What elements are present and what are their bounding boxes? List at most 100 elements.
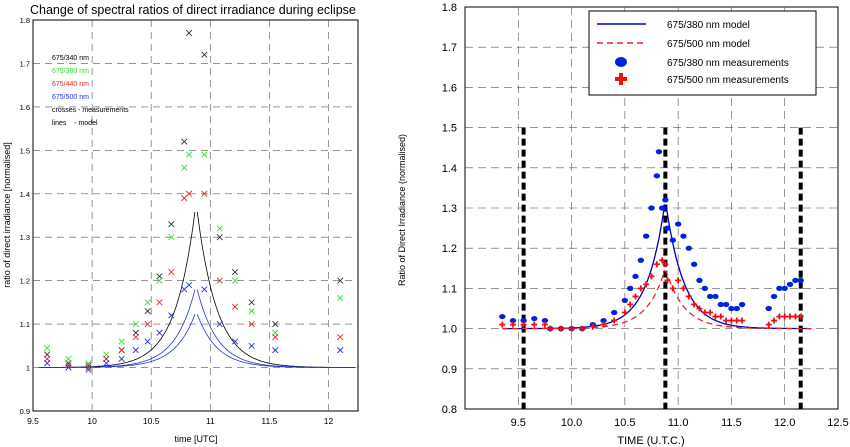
left-y-tick-label: 1.8	[20, 16, 30, 25]
right-y-tick-label: 1.7	[442, 42, 457, 54]
left-cross-mark	[248, 320, 255, 328]
right-plus-mark	[589, 323, 596, 330]
right-plus-mark	[627, 301, 634, 308]
left-x-tick-label: 10.5	[143, 416, 160, 426]
right-x-tick-label: 10.0	[561, 417, 582, 429]
left-cross-mark	[201, 190, 208, 197]
left-cross-mark	[216, 320, 223, 328]
left-y-tick-label: 1.5	[20, 146, 30, 155]
left-cross-mark	[85, 364, 92, 371]
left-cross-mark	[248, 307, 255, 315]
left-cross-mark	[144, 307, 151, 315]
right-plus-mark	[787, 313, 794, 320]
right-legend-label-500-meas: 675/500 nm measurements	[667, 75, 789, 86]
left-chart: Change of spectral ratios of direct irra…	[2, 3, 359, 444]
right-y-tick-label: 0.9	[442, 364, 457, 376]
left-cross-mark	[144, 320, 151, 328]
right-dot-mark	[611, 309, 618, 316]
left-cross-mark	[103, 360, 110, 367]
right-dot-mark	[701, 285, 708, 291]
left-legend-entry-380: 675/380 nm	[52, 68, 89, 75]
right-legend-label-380-meas: 675/380 nm measurements	[667, 58, 789, 69]
right-dot-mark	[706, 293, 714, 300]
left-model-line	[196, 314, 356, 368]
right-plus-mark	[621, 309, 628, 316]
left-cross-mark	[231, 277, 239, 284]
right-y-tick-label: 0.8	[442, 404, 457, 416]
right-dot-mark	[520, 317, 527, 324]
right-dot-mark	[712, 293, 719, 300]
left-cross-mark	[132, 320, 139, 328]
right-dot-mark	[765, 305, 772, 312]
left-cross-mark	[201, 51, 208, 58]
right-dot-mark	[797, 277, 804, 283]
right-dot-mark	[600, 317, 607, 324]
right-x-tick-label: 9.5	[511, 417, 526, 429]
left-plot-frame	[32, 19, 359, 412]
right-dot-mark	[690, 261, 698, 267]
left-cross-mark	[272, 347, 279, 354]
right-dot-mark	[648, 205, 655, 211]
right-plus-mark	[600, 321, 607, 328]
right-plus-mark	[648, 273, 655, 280]
left-cross-mark	[248, 299, 255, 306]
right-dot-mark	[792, 277, 799, 283]
right-dot-mark	[717, 301, 724, 308]
right-dot-mark	[642, 233, 650, 239]
right-x-tick-label: 11.5	[721, 417, 742, 429]
right-legend-label-500-model: 675/500 nm model	[667, 39, 750, 50]
right-dot-mark	[728, 305, 735, 312]
right-dot-mark	[733, 305, 740, 312]
right-dot-mark	[669, 237, 677, 243]
right-x-axis-label: TIME (U.T.C.)	[617, 435, 684, 447]
right-plus-mark	[728, 317, 735, 324]
left-y-tick-label: 1.3	[20, 233, 30, 242]
right-plus-mark	[680, 285, 687, 292]
left-cross-mark	[156, 329, 163, 336]
left-cross-mark	[231, 303, 239, 310]
right-model-lines	[502, 203, 812, 330]
left-cross-mark	[144, 299, 151, 306]
left-cross-mark	[168, 221, 175, 228]
left-cross-mark	[118, 355, 125, 362]
right-legend: 675/380 nm model 675/500 nm model 675/38…	[588, 10, 817, 96]
left-cross-mark	[132, 347, 139, 354]
left-cross-mark	[216, 277, 223, 284]
left-grid	[33, 20, 358, 411]
right-y-tick-label: 1.6	[442, 82, 457, 94]
right-plus-mark	[765, 321, 772, 328]
right-plus-mark	[712, 313, 719, 320]
right-x-tick-label: 11.0	[668, 417, 689, 429]
right-dot-mark	[509, 317, 517, 324]
left-y-axis-label: ratio of direct irradiance [normalised]	[2, 142, 12, 288]
right-y-tick-label: 1.2	[442, 243, 457, 255]
right-dot-mark	[637, 257, 645, 263]
right-dot-mark	[621, 297, 629, 304]
left-cross-mark	[248, 342, 255, 349]
left-cross-mark	[337, 347, 344, 354]
right-plus-mark	[547, 325, 554, 332]
right-y-tick-label: 1.0	[442, 324, 457, 336]
left-cross-mark	[216, 225, 223, 232]
right-y-tick-label: 1.1	[442, 283, 457, 295]
left-y-tick-label: 1	[26, 364, 30, 373]
right-plus-mark	[797, 313, 804, 320]
right-plus-mark	[696, 305, 703, 312]
right-legend-label-380-model: 675/380 nm model	[667, 20, 750, 31]
right-dot-mark	[658, 205, 666, 211]
left-cross-mark	[201, 151, 208, 158]
right-dot-mark	[696, 277, 703, 283]
right-plus-mark	[717, 313, 724, 320]
left-x-ticks: 9.5 10 10.5 11 11.5 12	[27, 416, 333, 426]
right-plus-mark	[568, 325, 575, 332]
left-cross-mark	[65, 364, 72, 371]
left-cross-mark	[156, 277, 163, 284]
right-x-ticks: 9.5 10.0 10.5 11.0 11.5 12.0 12.5	[511, 417, 849, 429]
right-vertical-markers	[521, 127, 803, 409]
left-cross-mark	[181, 164, 188, 171]
right-plus-mark	[664, 277, 671, 284]
right-y-tick-label: 1.3	[442, 203, 457, 215]
right-dot-mark	[626, 285, 634, 291]
left-model-line	[196, 289, 356, 368]
